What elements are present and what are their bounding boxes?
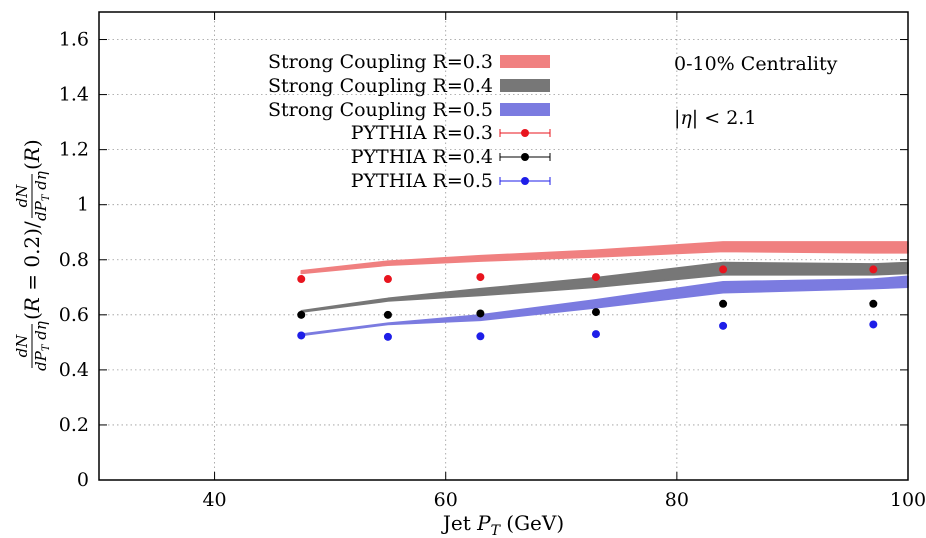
pythia-r03-point bbox=[476, 273, 485, 282]
svg-text:dPT dη: dPT dη bbox=[32, 171, 52, 221]
legend-label-pythia-r03: PYTHIA R=0.3 bbox=[351, 122, 493, 144]
pythia-r03-point bbox=[383, 275, 392, 284]
svg-text:dN: dN bbox=[13, 184, 31, 208]
svg-text:(R = 0.2)/: (R = 0.2)/ bbox=[20, 221, 44, 320]
y-tick-label: 1.4 bbox=[59, 84, 89, 106]
legend-label-sc-r05: Strong Coupling R=0.5 bbox=[268, 99, 493, 121]
legend-label-pythia-r05: PYTHIA R=0.5 bbox=[351, 170, 493, 192]
pythia-r05-point bbox=[476, 332, 485, 341]
legend-swatch-band bbox=[500, 103, 550, 116]
pythia-r03-point bbox=[297, 275, 306, 284]
y-tick-label: 0 bbox=[77, 469, 89, 491]
pythia-r05-point bbox=[591, 330, 600, 339]
legend-swatch-point bbox=[521, 153, 529, 161]
pythia-r04-point bbox=[591, 308, 600, 317]
annotation-eta: |η| < 2.1 bbox=[674, 107, 756, 129]
legend-label-sc-r04: Strong Coupling R=0.4 bbox=[268, 75, 493, 97]
pythia-r04-point bbox=[719, 299, 728, 308]
y-tick-label: 1.6 bbox=[59, 29, 89, 51]
pythia-r04-point bbox=[297, 310, 306, 319]
y-tick-label: 1.2 bbox=[59, 139, 89, 161]
pythia-r03-point bbox=[591, 273, 600, 282]
pythia-r03-point bbox=[719, 265, 728, 274]
plot-frame bbox=[98, 11, 909, 481]
point-layer bbox=[297, 265, 878, 341]
y-tick-label: 0.6 bbox=[59, 304, 89, 326]
legend-label-sc-r03: Strong Coupling R=0.3 bbox=[268, 51, 493, 73]
y-tick-label: 0.2 bbox=[59, 414, 89, 436]
tick-layer: 0 0.2 0.4 0.6 0.8 1 1.2 1.4 1.6 40 60 80 100 bbox=[59, 12, 926, 511]
x-tick-label: 60 bbox=[434, 489, 458, 511]
y-axis-label: dN dPT dη (R = 0.2)/ dN dPT dη (R) bbox=[13, 139, 52, 371]
y-tick-label: 0.8 bbox=[59, 249, 89, 271]
legend-swatch-point bbox=[521, 177, 529, 185]
legend-swatch-band bbox=[500, 55, 550, 68]
pythia-r03-point bbox=[869, 265, 878, 274]
svg-text:(R): (R) bbox=[20, 139, 44, 170]
x-axis-label: Jet PT (GeV) bbox=[441, 511, 564, 538]
legend-swatch-point bbox=[521, 129, 529, 137]
band-layer bbox=[300, 241, 909, 337]
x-tick-label: 80 bbox=[665, 489, 689, 511]
y-tick-label: 0.4 bbox=[59, 359, 89, 381]
svg-text:dN: dN bbox=[13, 334, 31, 358]
pythia-r05-point bbox=[719, 321, 728, 330]
pythia-r05-point bbox=[869, 320, 878, 329]
svg-text:dPT dη: dPT dη bbox=[32, 321, 52, 371]
pythia-r04-point bbox=[476, 309, 485, 318]
pythia-r05-point bbox=[297, 331, 306, 340]
legend-label-pythia-r04: PYTHIA R=0.4 bbox=[351, 146, 493, 168]
legend: Strong Coupling R=0.3 Strong Coupling R=… bbox=[268, 51, 551, 192]
legend-swatch-band bbox=[500, 79, 550, 92]
legend-swatches bbox=[499, 55, 551, 185]
y-tick-label: 1 bbox=[77, 194, 89, 216]
pythia-r05-point bbox=[383, 332, 392, 341]
x-tick-label: 100 bbox=[890, 489, 926, 511]
pythia-r04-point bbox=[383, 310, 392, 319]
x-tick-label: 40 bbox=[202, 489, 226, 511]
pythia-r04-point bbox=[869, 299, 878, 308]
annotation-centrality: 0-10% Centrality bbox=[674, 53, 838, 75]
